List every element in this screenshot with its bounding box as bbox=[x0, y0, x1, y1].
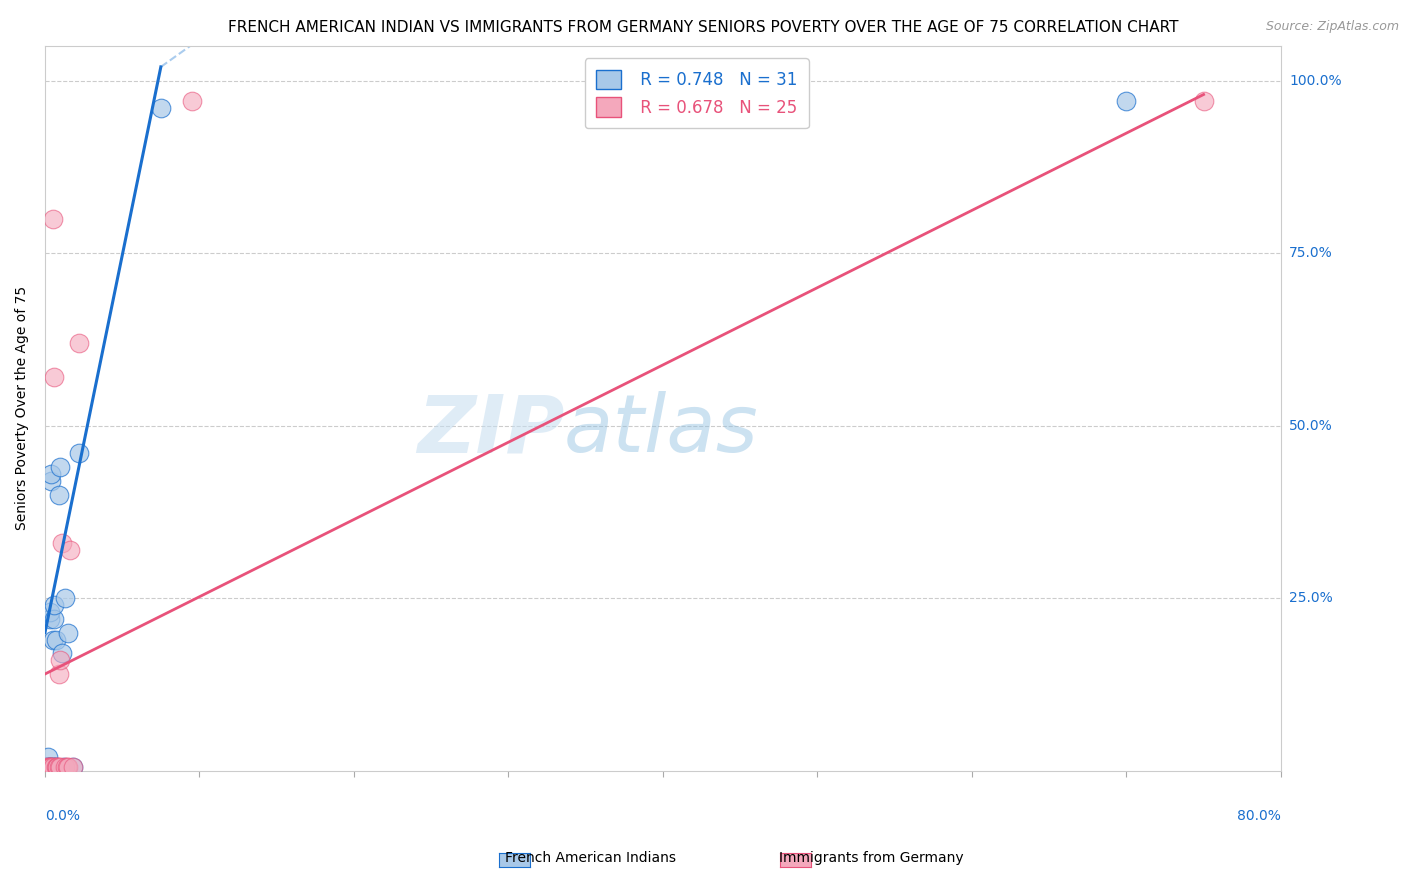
Point bbox=[38, 760, 60, 774]
Point bbox=[59, 542, 82, 557]
Point bbox=[46, 760, 69, 774]
Point bbox=[45, 760, 67, 774]
Point bbox=[44, 598, 66, 612]
Point bbox=[35, 760, 58, 774]
Point bbox=[38, 612, 60, 626]
Text: FRENCH AMERICAN INDIAN VS IMMIGRANTS FROM GERMANY SENIORS POVERTY OVER THE AGE O: FRENCH AMERICAN INDIAN VS IMMIGRANTS FRO… bbox=[228, 20, 1178, 35]
Point bbox=[39, 760, 62, 774]
Point bbox=[38, 760, 60, 774]
Point bbox=[48, 760, 70, 774]
Point bbox=[41, 760, 63, 774]
Point bbox=[53, 591, 76, 606]
Point bbox=[44, 760, 66, 774]
Text: 50.0%: 50.0% bbox=[1289, 418, 1333, 433]
Point bbox=[180, 95, 202, 109]
Point bbox=[56, 760, 79, 774]
Y-axis label: Seniors Poverty Over the Age of 75: Seniors Poverty Over the Age of 75 bbox=[15, 286, 30, 531]
Text: 80.0%: 80.0% bbox=[1237, 809, 1281, 823]
Point bbox=[48, 488, 70, 502]
Point bbox=[49, 460, 72, 475]
Point bbox=[45, 760, 67, 774]
Point bbox=[44, 612, 66, 626]
Point bbox=[35, 760, 58, 774]
Point bbox=[41, 760, 63, 774]
Point bbox=[49, 653, 72, 667]
Point bbox=[37, 760, 59, 774]
Point bbox=[37, 749, 59, 764]
Point bbox=[46, 760, 69, 774]
Text: atlas: atlas bbox=[564, 391, 759, 469]
Point bbox=[62, 760, 84, 774]
Text: 75.0%: 75.0% bbox=[1289, 246, 1333, 260]
Point bbox=[39, 467, 62, 481]
Point bbox=[41, 632, 63, 647]
Text: 100.0%: 100.0% bbox=[1289, 74, 1341, 87]
Point bbox=[149, 101, 172, 115]
Point bbox=[45, 632, 67, 647]
Point bbox=[41, 211, 63, 226]
Point bbox=[1192, 95, 1215, 109]
Point bbox=[67, 335, 90, 350]
Point bbox=[37, 760, 59, 774]
Text: 0.0%: 0.0% bbox=[45, 809, 80, 823]
Text: ZIP: ZIP bbox=[416, 391, 564, 469]
Point bbox=[37, 760, 59, 774]
Text: Immigrants from Germany: Immigrants from Germany bbox=[779, 851, 965, 865]
Point bbox=[1115, 95, 1137, 109]
Point bbox=[44, 370, 66, 384]
Point bbox=[37, 760, 59, 774]
Point bbox=[52, 760, 75, 774]
Point bbox=[38, 760, 60, 774]
Point bbox=[35, 760, 58, 774]
Point bbox=[35, 760, 58, 774]
Point bbox=[48, 667, 70, 681]
Point bbox=[35, 760, 58, 774]
Point bbox=[51, 536, 73, 550]
Text: 25.0%: 25.0% bbox=[1289, 591, 1333, 605]
Point bbox=[49, 760, 72, 774]
Point bbox=[55, 760, 77, 774]
Point bbox=[62, 760, 84, 774]
Point bbox=[67, 446, 90, 460]
Legend:  R = 0.748   N = 31,  R = 0.678   N = 25: R = 0.748 N = 31, R = 0.678 N = 25 bbox=[585, 58, 808, 128]
Point bbox=[53, 760, 76, 774]
Point bbox=[39, 760, 62, 774]
Point bbox=[38, 605, 60, 619]
Point bbox=[38, 760, 60, 774]
Point bbox=[39, 474, 62, 488]
Text: French American Indians: French American Indians bbox=[505, 851, 676, 865]
Point bbox=[56, 625, 79, 640]
Point bbox=[51, 646, 73, 660]
Text: Source: ZipAtlas.com: Source: ZipAtlas.com bbox=[1265, 20, 1399, 33]
